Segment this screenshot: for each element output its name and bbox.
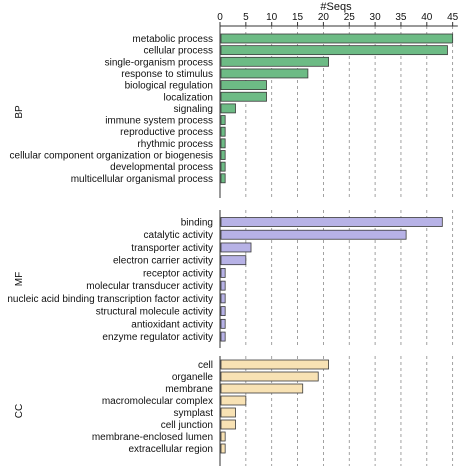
bar bbox=[220, 395, 247, 406]
x-tick-label: 35 bbox=[395, 12, 407, 23]
bar bbox=[220, 91, 267, 102]
bar bbox=[220, 80, 267, 90]
bar bbox=[220, 359, 329, 370]
x-tick-label: 40 bbox=[421, 12, 433, 23]
x-tick-label: 45 bbox=[447, 12, 459, 23]
category-label: enzyme regulator activity bbox=[102, 332, 213, 343]
category-label: response to stimulus bbox=[121, 69, 213, 80]
category-label: electron carrier activity bbox=[113, 256, 213, 267]
bar bbox=[220, 383, 304, 394]
x-tick-label: 5 bbox=[243, 12, 249, 23]
bar bbox=[220, 306, 226, 317]
category-label: reproductive process bbox=[120, 127, 213, 138]
grid-lines bbox=[219, 26, 454, 466]
bar bbox=[220, 138, 226, 149]
category-label: antioxidant activity bbox=[131, 319, 213, 330]
bar bbox=[220, 150, 226, 160]
bar bbox=[220, 443, 226, 454]
category-label: developmental process bbox=[110, 162, 213, 173]
category-label: extracellular region bbox=[129, 444, 214, 455]
bar bbox=[220, 431, 226, 442]
x-axis-title: #Seqs bbox=[320, 1, 352, 13]
category-label: cell bbox=[198, 360, 213, 371]
group-label: CC bbox=[14, 404, 25, 418]
group-label: BP bbox=[14, 105, 25, 119]
category-label: multicellular organismal process bbox=[71, 174, 213, 185]
bar bbox=[220, 242, 252, 253]
category-label: macromolecular complex bbox=[102, 396, 213, 407]
category-label: membrane-enclosed lumen bbox=[92, 432, 213, 443]
category-label: symplast bbox=[174, 408, 214, 419]
category-label: organelle bbox=[172, 372, 214, 383]
category-label: rhythmic process bbox=[137, 139, 213, 150]
bar bbox=[220, 371, 319, 382]
x-axis-ticks: 0 5 10 15 20 25 30 35 40 45 bbox=[217, 12, 459, 27]
bar bbox=[220, 293, 226, 304]
category-label: binding bbox=[181, 218, 213, 229]
group-labels: BP MF CC bbox=[14, 105, 25, 418]
bar bbox=[220, 268, 226, 278]
bar bbox=[220, 419, 236, 430]
bar bbox=[220, 45, 448, 56]
category-label: biological regulation bbox=[125, 81, 213, 92]
x-tick-label: 0 bbox=[217, 12, 223, 23]
bar bbox=[220, 68, 309, 79]
category-label: membrane bbox=[165, 384, 213, 395]
group-label: MF bbox=[14, 272, 25, 286]
category-label: molecular transducer activity bbox=[86, 281, 213, 292]
bar bbox=[220, 229, 407, 240]
bar bbox=[220, 280, 226, 291]
category-label: transporter activity bbox=[131, 243, 213, 254]
category-label: cell junction bbox=[161, 420, 213, 431]
bar bbox=[220, 255, 247, 266]
bar bbox=[220, 217, 443, 227]
category-label: catalytic activity bbox=[144, 230, 213, 241]
x-tick-label: 25 bbox=[344, 12, 356, 23]
bar bbox=[220, 407, 236, 418]
category-label: localization bbox=[164, 92, 213, 103]
bar bbox=[220, 126, 226, 137]
category-label: structural molecule activity bbox=[96, 307, 213, 318]
x-tick-label: 30 bbox=[370, 12, 382, 23]
category-label: nucleic acid binding transcription facto… bbox=[7, 294, 213, 305]
bar bbox=[220, 115, 226, 125]
x-tick-label: 10 bbox=[266, 12, 278, 23]
bars bbox=[220, 33, 454, 454]
bar bbox=[220, 103, 236, 114]
bar bbox=[220, 173, 226, 184]
bar bbox=[220, 33, 454, 44]
bar bbox=[220, 318, 226, 329]
category-label: immune system process bbox=[105, 116, 213, 127]
category-label: signaling bbox=[174, 104, 213, 115]
category-label: single-organism process bbox=[105, 57, 213, 68]
category-label: metabolic process bbox=[132, 34, 213, 45]
x-tick-label: 20 bbox=[318, 12, 330, 23]
x-tick-label: 15 bbox=[292, 12, 304, 23]
bar bbox=[220, 161, 226, 172]
bar bbox=[220, 331, 226, 342]
category-label: cellular process bbox=[144, 46, 213, 57]
category-label: receptor activity bbox=[143, 268, 213, 279]
bar bbox=[220, 56, 329, 67]
category-label: cellular component organization or bioge… bbox=[10, 151, 213, 162]
